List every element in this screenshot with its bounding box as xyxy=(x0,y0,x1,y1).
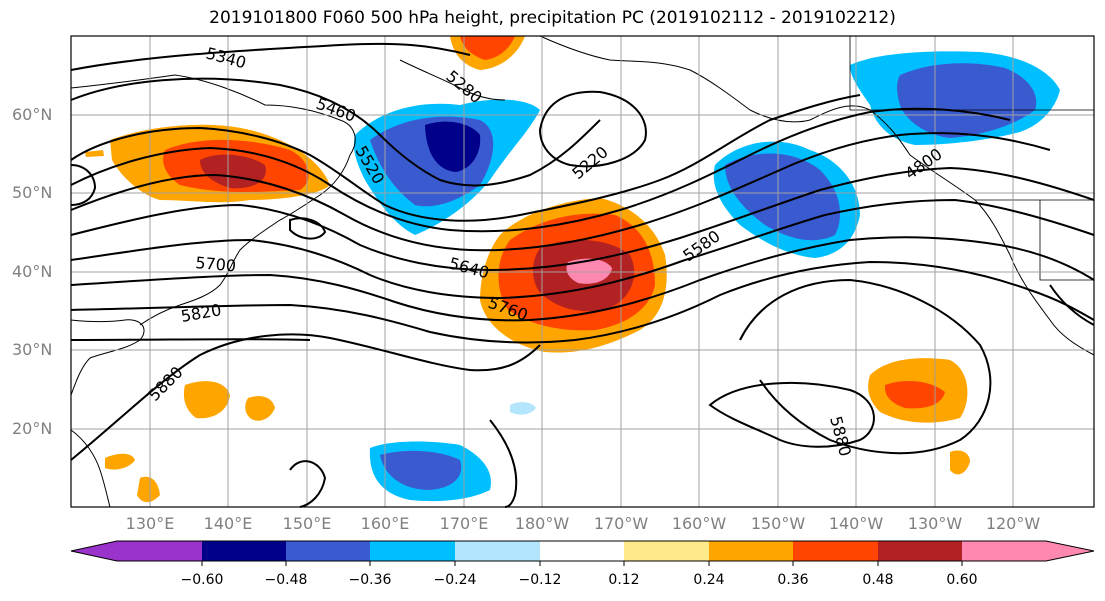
peak-anomaly-central-pacific xyxy=(566,258,612,284)
strong-negative-canada xyxy=(897,63,1037,138)
lon-label: 120°W xyxy=(985,514,1041,533)
colorbar-tick-label: 0.60 xyxy=(946,572,978,588)
lon-label: 140°E xyxy=(203,514,253,533)
colorbar-tick-label: −0.48 xyxy=(264,572,308,588)
lon-label: 150°E xyxy=(282,514,332,533)
colorbar-tick-label: −0.12 xyxy=(518,572,562,588)
map-border xyxy=(70,35,1095,508)
lon-label: 160°W xyxy=(671,514,727,533)
lat-label: 50°N xyxy=(12,183,53,202)
contour-label: 5700 xyxy=(195,253,237,275)
lat-label: 30°N xyxy=(12,340,53,359)
lon-label: 140°W xyxy=(828,514,884,533)
lon-label: 130°E xyxy=(125,514,175,533)
colorbar-tick-label: −0.60 xyxy=(180,572,224,588)
lat-label: 20°N xyxy=(12,419,53,438)
gridlines xyxy=(71,36,1094,507)
lat-label: 60°N xyxy=(12,105,53,124)
lon-label: 180°W xyxy=(514,514,570,533)
lon-label: 130°W xyxy=(907,514,963,533)
colorbar xyxy=(70,540,1095,566)
colorbar-tick-label: 0.36 xyxy=(777,572,809,588)
lon-label: 170°W xyxy=(593,514,649,533)
lon-label: 150°W xyxy=(750,514,806,533)
map-title: 2019101800 F060 500 hPa height, precipit… xyxy=(209,8,896,28)
height-contours xyxy=(70,42,1095,508)
colorbar-tick-label: −0.36 xyxy=(348,572,392,588)
lon-label: 160°E xyxy=(360,514,410,533)
colorbar-tick-label: −0.24 xyxy=(433,572,477,588)
lat-label: 40°N xyxy=(12,262,53,281)
colorbar-tick-label: 0.12 xyxy=(608,572,640,588)
lon-label: 170°E xyxy=(439,514,489,533)
colorbar-extend-high xyxy=(1046,541,1094,561)
strongest-negative-kamchatka xyxy=(425,121,481,172)
colorbar-tick-label: 0.24 xyxy=(693,572,725,588)
colorbar-extend-low xyxy=(71,541,118,561)
colorbar-tick-label: 0.48 xyxy=(862,572,894,588)
